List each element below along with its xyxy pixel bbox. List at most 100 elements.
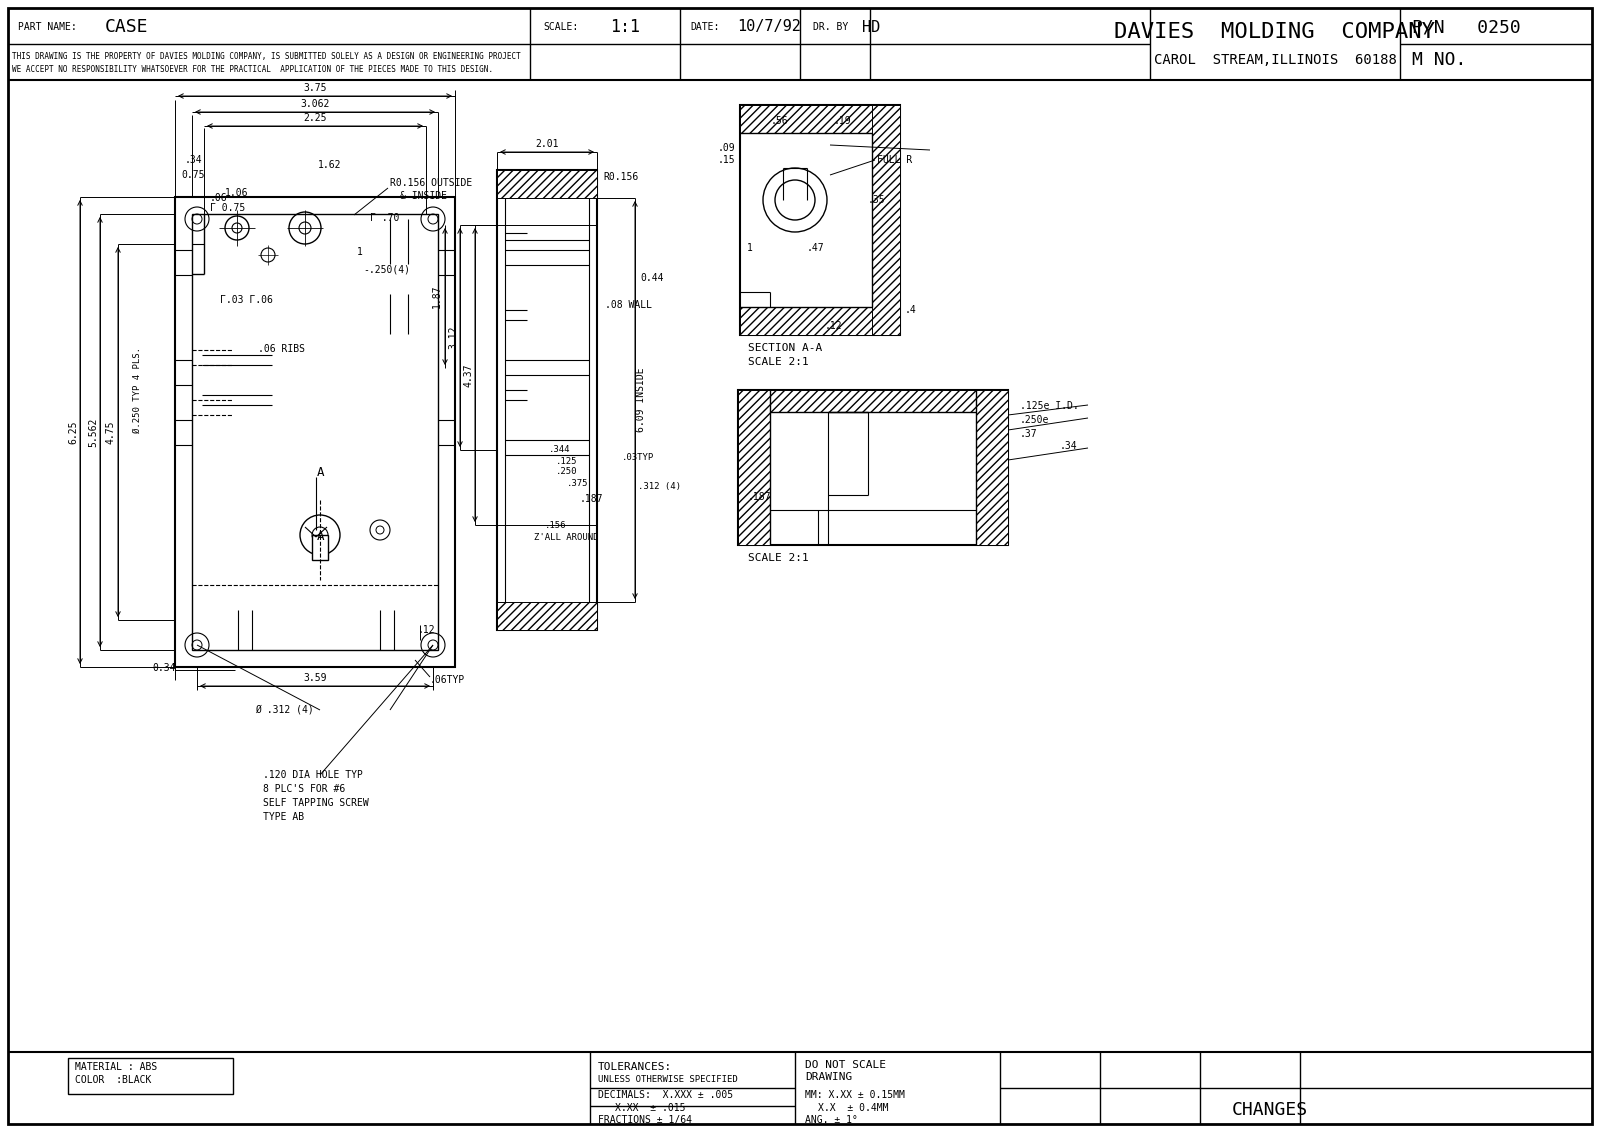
Bar <box>312 535 328 560</box>
Text: 2.25: 2.25 <box>304 113 326 123</box>
Text: Z'ALL AROUND: Z'ALL AROUND <box>534 533 598 542</box>
Text: 3.062: 3.062 <box>301 98 330 109</box>
Bar <box>739 105 899 132</box>
Text: TOLERANCES:: TOLERANCES: <box>598 1062 672 1072</box>
Text: DR. BY: DR. BY <box>813 22 848 32</box>
Bar <box>498 170 597 198</box>
Text: R0.156: R0.156 <box>603 172 638 182</box>
Text: MM: X.XX ± 0.15MM: MM: X.XX ± 0.15MM <box>805 1090 906 1100</box>
Text: Γ.03 Γ.06: Γ.03 Γ.06 <box>221 295 274 305</box>
Text: ANG. ± 1°: ANG. ± 1° <box>805 1115 858 1125</box>
Text: .187: .187 <box>579 494 603 504</box>
Text: X.X  ± 0.4MM: X.X ± 0.4MM <box>818 1103 888 1113</box>
Circle shape <box>774 180 814 220</box>
Text: 1.06: 1.06 <box>226 188 248 198</box>
Text: SECTION A-A: SECTION A-A <box>749 343 822 353</box>
Text: .125e I.D.: .125e I.D. <box>1021 401 1078 411</box>
Text: UNLESS OTHERWISE SPECIFIED: UNLESS OTHERWISE SPECIFIED <box>598 1075 738 1084</box>
Bar <box>872 105 899 335</box>
Text: .120 DIA HOLE TYP: .120 DIA HOLE TYP <box>262 770 363 780</box>
Text: .15: .15 <box>717 155 734 165</box>
Text: .250e: .250e <box>1021 415 1050 424</box>
Text: .375: .375 <box>566 480 589 489</box>
Text: .06TYP: .06TYP <box>430 675 466 685</box>
Text: .125: .125 <box>557 457 578 466</box>
Text: 1.87: 1.87 <box>432 284 442 308</box>
Text: 1:1: 1:1 <box>610 18 640 36</box>
Text: 0.44: 0.44 <box>640 273 664 283</box>
Text: .19: .19 <box>834 115 851 126</box>
Text: & INSIDE: & INSIDE <box>400 191 446 201</box>
Text: WE ACCEPT NO RESPONSIBILITY WHATSOEVER FOR THE PRACTICAL  APPLICATION OF THE PIE: WE ACCEPT NO RESPONSIBILITY WHATSOEVER F… <box>13 66 493 75</box>
Text: .312 (4): .312 (4) <box>638 481 682 490</box>
Text: P/N   0250: P/N 0250 <box>1413 18 1520 36</box>
Bar <box>738 391 1008 544</box>
Text: .344: .344 <box>549 446 571 455</box>
Bar <box>174 197 454 667</box>
Text: .4: .4 <box>906 305 917 315</box>
Text: TYPE AB: TYPE AB <box>262 812 304 822</box>
Bar <box>192 214 438 650</box>
Text: X.XX  ± .015: X.XX ± .015 <box>614 1103 685 1113</box>
Text: 8 PLC'S FOR #6: 8 PLC'S FOR #6 <box>262 784 346 794</box>
Text: .37: .37 <box>1021 429 1038 439</box>
Text: 0.34: 0.34 <box>152 663 176 674</box>
Text: Γ 0.75: Γ 0.75 <box>210 203 245 213</box>
Text: .250: .250 <box>557 468 578 477</box>
Text: Ø.250 TYP 4 PLS.: Ø.250 TYP 4 PLS. <box>133 348 141 434</box>
Text: R0.156 OUTSIDE: R0.156 OUTSIDE <box>390 178 472 188</box>
Text: Γ .70: Γ .70 <box>370 213 400 223</box>
Text: .12: .12 <box>826 321 843 331</box>
Circle shape <box>301 515 339 555</box>
Text: MATERIAL : ABS: MATERIAL : ABS <box>75 1062 157 1072</box>
Text: .187: .187 <box>749 492 771 501</box>
Text: 4.75: 4.75 <box>106 420 115 444</box>
Text: PART NAME:: PART NAME: <box>18 22 77 32</box>
Text: CAROL  STREAM,ILLINOIS  60188: CAROL STREAM,ILLINOIS 60188 <box>1154 53 1397 67</box>
Text: COLOR  :BLACK: COLOR :BLACK <box>75 1075 152 1084</box>
Text: 1: 1 <box>747 243 754 252</box>
Text: FRACTIONS ± 1/64: FRACTIONS ± 1/64 <box>598 1115 691 1125</box>
Text: .12: .12 <box>418 625 435 635</box>
Text: Ø .312 (4): Ø .312 (4) <box>254 705 314 715</box>
Text: DRAWING: DRAWING <box>805 1072 853 1082</box>
Text: 3.75: 3.75 <box>304 83 326 93</box>
Text: .06: .06 <box>210 192 227 203</box>
Text: SCALE 2:1: SCALE 2:1 <box>749 357 808 367</box>
Text: CASE: CASE <box>106 18 149 36</box>
Text: CHANGES: CHANGES <box>1232 1101 1309 1120</box>
Text: .34: .34 <box>1059 441 1078 451</box>
Bar <box>738 391 770 544</box>
Text: .34: .34 <box>184 155 202 165</box>
Text: .06 RIBS: .06 RIBS <box>258 344 306 354</box>
Bar <box>739 105 899 335</box>
Text: SELF TAPPING SCREW: SELF TAPPING SCREW <box>262 798 368 808</box>
Bar <box>67 1058 234 1094</box>
Text: DATE:: DATE: <box>690 22 720 32</box>
Bar <box>498 170 597 631</box>
Text: 6.25: 6.25 <box>67 420 78 444</box>
Text: HD: HD <box>862 19 880 34</box>
Text: DO NOT SCALE: DO NOT SCALE <box>805 1060 886 1070</box>
Text: .09: .09 <box>717 143 734 153</box>
Bar <box>976 391 1008 544</box>
Text: SCALE:: SCALE: <box>542 22 578 32</box>
Text: DECIMALS:  X.XXX ± .005: DECIMALS: X.XXX ± .005 <box>598 1090 733 1100</box>
Text: M NO.: M NO. <box>1413 51 1466 69</box>
Bar <box>739 307 899 335</box>
Text: A: A <box>317 465 325 479</box>
Text: THIS DRAWING IS THE PROPERTY OF DAVIES MOLDING COMPANY, IS SUBMITTED SOLELY AS A: THIS DRAWING IS THE PROPERTY OF DAVIES M… <box>13 51 520 60</box>
Text: -.250(4): -.250(4) <box>363 265 410 275</box>
Text: 5.562: 5.562 <box>88 418 98 447</box>
Text: .47: .47 <box>806 243 824 252</box>
Text: 1: 1 <box>357 247 363 257</box>
Text: .56: .56 <box>770 115 787 126</box>
Text: FULL R: FULL R <box>877 155 912 165</box>
Text: .08 WALL: .08 WALL <box>605 300 653 310</box>
Text: SCALE 2:1: SCALE 2:1 <box>749 554 808 563</box>
Bar <box>498 602 597 631</box>
Text: .03TYP: .03TYP <box>622 453 654 462</box>
Text: A: A <box>317 531 325 543</box>
Text: 2.01: 2.01 <box>536 139 558 149</box>
Text: DAVIES  MOLDING  COMPANY: DAVIES MOLDING COMPANY <box>1115 22 1435 42</box>
